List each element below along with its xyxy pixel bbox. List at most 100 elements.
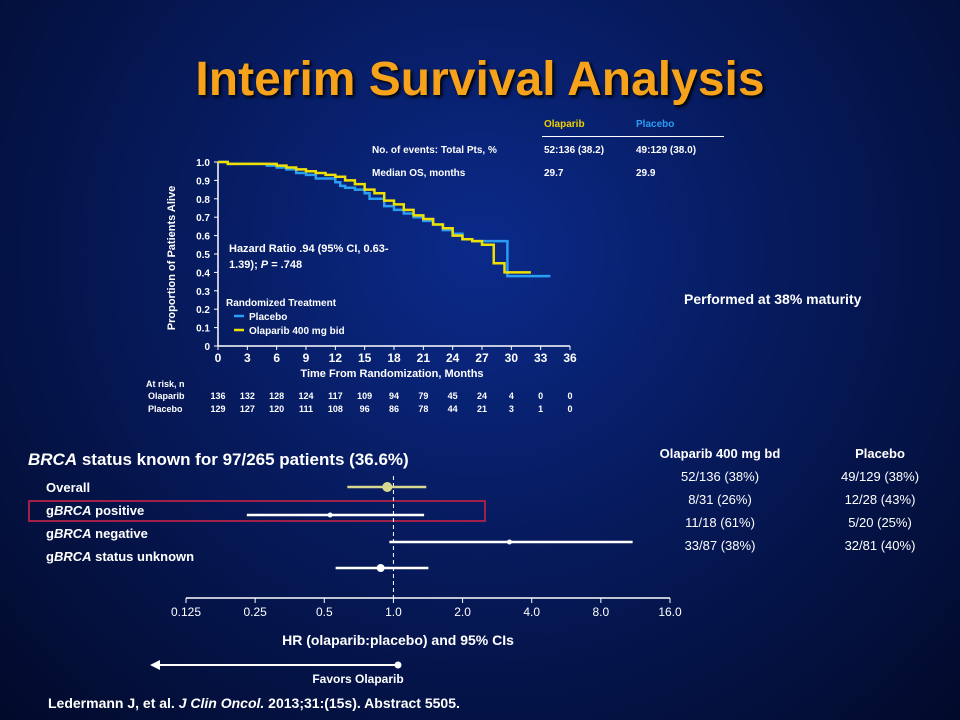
- km-x-tick-label: 18: [387, 351, 401, 365]
- subgroup-olaparib-cell: 52/136 (38%): [680, 469, 760, 484]
- at-risk-value: 0: [567, 391, 572, 401]
- at-risk-value: 132: [240, 391, 255, 401]
- subgroup-placebo-cell: 32/81 (40%): [844, 538, 916, 553]
- km-y-tick-label: 1.0: [196, 158, 210, 169]
- km-x-tick-label: 15: [358, 351, 372, 365]
- forest-x-tick-label: 8.0: [593, 605, 610, 619]
- km-y-tick-label: 0.1: [196, 324, 210, 335]
- at-risk-label-olaparib: Olaparib: [148, 391, 185, 401]
- km-y-tick-label: 0.7: [196, 213, 210, 224]
- maturity-note: Performed at 38% maturity: [684, 291, 862, 307]
- at-risk-value: 108: [328, 404, 343, 414]
- at-risk-value: 44: [448, 404, 458, 414]
- forest-label-gbrca-negative: gBRCA negative: [46, 526, 148, 541]
- slide-title: Interim Survival Analysis: [195, 53, 765, 106]
- subgroup-placebo-cell: 49/129 (38%): [840, 469, 920, 484]
- at-risk-value: 86: [389, 404, 399, 414]
- at-risk-value: 117: [328, 391, 343, 401]
- km-x-tick-label: 27: [475, 351, 489, 365]
- at-risk-header: At risk, n: [146, 379, 185, 389]
- favors-arrow-head: [150, 660, 160, 670]
- at-risk-value: 124: [298, 391, 313, 401]
- subgroup-olaparib-cell: 11/18 (61%): [685, 515, 755, 530]
- km-x-tick-label: 30: [505, 351, 519, 365]
- km-x-axis-label: Time From Randomization, Months: [300, 368, 483, 380]
- at-risk-value: 21: [477, 404, 487, 414]
- forest-label-gbrca-positive: gBRCA positive: [46, 503, 145, 518]
- subgroup-placebo-cell: 12/28 (43%): [844, 492, 916, 507]
- summary-row-placebo: 29.9: [636, 168, 656, 179]
- at-risk-value: 96: [360, 404, 370, 414]
- summary-col-placebo: Placebo: [636, 119, 675, 130]
- km-x-tick-label: 21: [417, 351, 431, 365]
- km-y-tick-label: 0: [204, 342, 210, 353]
- forest-x-tick-label: 4.0: [523, 605, 540, 619]
- summary-header-rule: [542, 136, 724, 137]
- subgroup-col-placebo: Placebo: [855, 446, 905, 461]
- forest-hr-point: [506, 539, 512, 545]
- at-risk-value: 78: [418, 404, 428, 414]
- km-y-tick-label: 0.6: [196, 232, 210, 243]
- at-risk-value: 94: [389, 391, 399, 401]
- favors-label: Favors Olaparib: [312, 672, 403, 686]
- forest-x-tick-label: 1.0: [385, 605, 402, 619]
- km-x-tick-label: 12: [329, 351, 343, 365]
- km-x-tick-label: 33: [534, 351, 548, 365]
- forest-x-tick-label: 0.25: [243, 605, 267, 619]
- forest-x-tick-label: 0.5: [316, 605, 333, 619]
- km-y-axis-label: Proportion of Patients Alive: [166, 186, 178, 330]
- forest-x-axis-label: HR (olaparib:placebo) and 95% CIs: [282, 632, 514, 648]
- at-risk-value: 0: [567, 404, 572, 414]
- summary-row-placebo: 49:129 (38.0): [636, 145, 697, 156]
- km-y-tick-label: 0.5: [196, 250, 210, 261]
- forest-hr-point: [327, 512, 333, 518]
- at-risk-value: 136: [210, 391, 225, 401]
- forest-label-gbrca-unknown: gBRCA status unknown: [46, 549, 195, 564]
- summary-col-olaparib: Olaparib: [544, 119, 585, 130]
- km-y-tick-label: 0.9: [196, 176, 210, 187]
- km-x-tick-label: 36: [563, 351, 577, 365]
- subgroup-placebo-cell: 5/20 (25%): [848, 515, 912, 530]
- hazard-ratio-line1: Hazard Ratio .94 (95% CI, 0.63-: [229, 243, 389, 255]
- km-series-line: [218, 160, 531, 274]
- km-x-tick-label: 6: [273, 351, 280, 365]
- citation: Ledermann J, et al. J Clin Oncol. 2013;3…: [48, 695, 460, 711]
- at-risk-value: 4: [509, 391, 514, 401]
- km-legend-title: Randomized Treatment: [226, 298, 337, 309]
- summary-row-olaparib: 52:136 (38.2): [544, 145, 605, 156]
- at-risk-value: 127: [240, 404, 255, 414]
- km-x-tick-label: 9: [303, 351, 310, 365]
- hazard-ratio-line2: 1.39); P = .748: [229, 259, 302, 271]
- km-y-tick-label: 0.8: [196, 195, 210, 206]
- forest-hr-point: [376, 564, 385, 572]
- summary-row-label: Median OS, months: [372, 168, 466, 179]
- at-risk-value: 111: [299, 404, 313, 414]
- subgroup-col-olaparib: Olaparib 400 mg bd: [659, 446, 781, 461]
- km-y-tick-label: 0.3: [196, 287, 210, 298]
- km-y-tick-label: 0.2: [196, 305, 210, 316]
- at-risk-value: 3: [509, 404, 514, 414]
- summary-row-olaparib: 29.7: [544, 168, 564, 179]
- forest-hr-point: [382, 482, 393, 492]
- favors-olaparib-arrow: Favors Olaparib: [150, 660, 404, 686]
- at-risk-value: 45: [448, 391, 458, 401]
- km-y-tick-label: 0.4: [196, 268, 210, 279]
- at-risk-value: 0: [538, 391, 543, 401]
- forest-x-tick-label: 2.0: [454, 605, 471, 619]
- at-risk-value: 1: [538, 404, 543, 414]
- at-risk-value: 128: [269, 391, 284, 401]
- brca-status-heading: BRCA status known for 97/265 patients (3…: [28, 450, 409, 469]
- subgroup-olaparib-cell: 33/87 (38%): [684, 538, 756, 553]
- forest-plot: 0.125 0.25 0.5 1.0 2.0 4.0 8.0 16.0 HR (olapari…: [171, 476, 682, 648]
- km-x-tick-label: 24: [446, 351, 460, 365]
- km-x-tick-label: 3: [244, 351, 251, 365]
- at-risk-value: 129: [210, 404, 225, 414]
- at-risk-value: 79: [418, 391, 428, 401]
- favors-arrow-dot: [394, 661, 402, 669]
- km-legend-olaparib: Olaparib 400 mg bid: [249, 326, 345, 337]
- at-risk-value: 109: [357, 391, 372, 401]
- at-risk-value: 24: [477, 391, 487, 401]
- at-risk-value: 120: [269, 404, 284, 414]
- subgroup-olaparib-cell: 8/31 (26%): [688, 492, 752, 507]
- highlight-box: [28, 500, 486, 522]
